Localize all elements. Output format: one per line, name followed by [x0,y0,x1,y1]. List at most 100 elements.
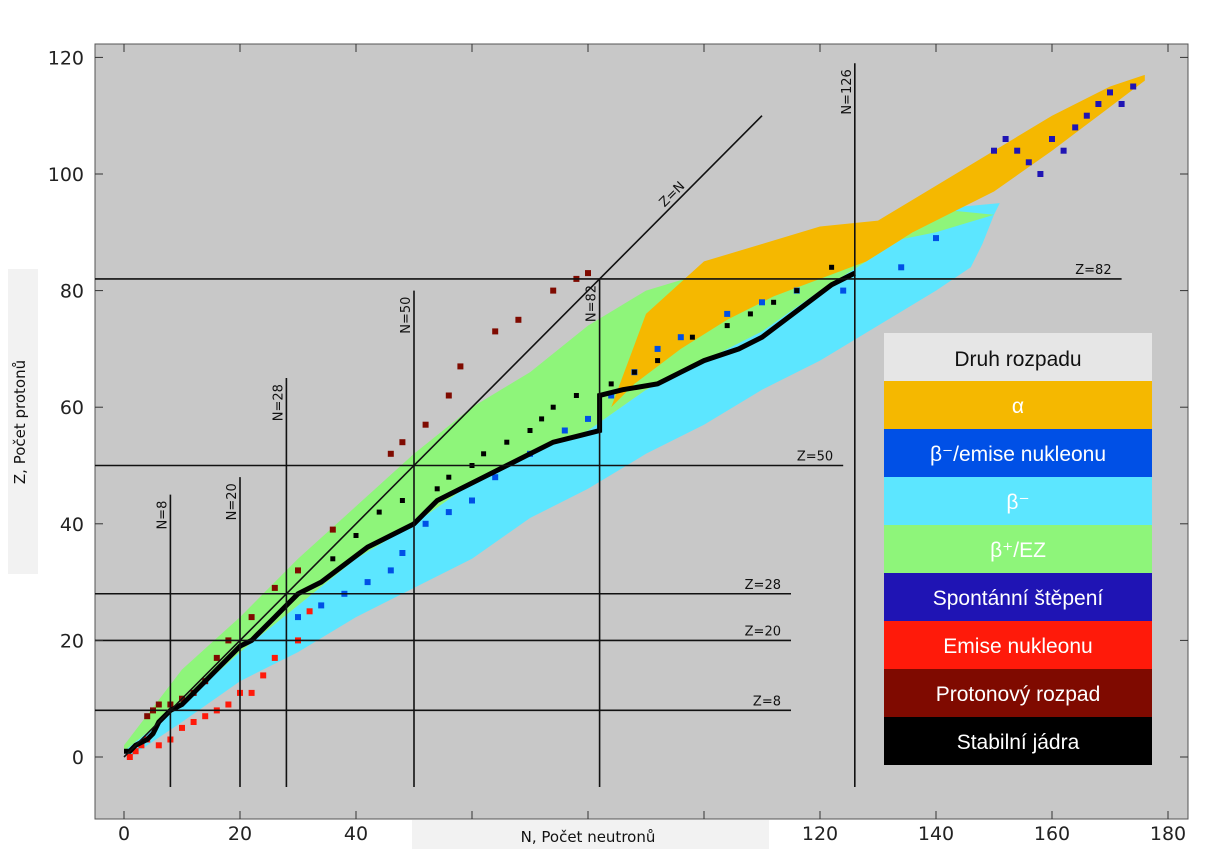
cell-beta-minus-nucleon [654,345,661,352]
x-tick-label: 140 [918,823,954,845]
legend-label: Spontánní štěpení [933,587,1104,610]
cell-beta-minus-nucleon [840,287,847,294]
cell-spontaneous-fission [991,147,997,154]
legend-swatch [884,477,1152,525]
x-title-bg [412,820,769,849]
cell-stable [330,556,336,562]
legend-label: β⁻/emise nukleonu [930,443,1106,466]
stable-nuclei-line [124,264,856,754]
cell-stable [829,264,835,270]
legend-swatch [884,429,1152,477]
legend-swatch [884,621,1152,669]
cell-proton-decay [295,567,301,574]
legend-label: Stabilní jádra [957,731,1080,754]
cell-proton-decay [492,328,499,335]
cell-spontaneous-fission [1130,83,1137,90]
cell-nucleon-emission [271,654,278,661]
cell-beta-minus-nucleon [724,310,731,317]
cell-proton-decay [248,614,255,621]
cell-spontaneous-fission [1072,124,1079,131]
cell-stable [655,358,661,364]
cell-beta-minus-nucleon [387,567,394,574]
legend-title-box [884,333,1152,381]
cell-proton-decay [271,584,278,591]
x-tick-label: 160 [1034,823,1070,845]
cell-proton-decay [457,363,464,370]
magic-label-vertical: N=20 [225,483,240,520]
y-axis-title: Z, Počet protonů [11,360,29,484]
x-axis-title: N, Počet neutronů [521,828,656,846]
legend-label: Emise nukleonu [943,635,1092,658]
cell-stable [446,474,452,480]
cell-beta-minus-nucleon [469,497,475,504]
cell-beta-minus-nucleon [364,579,371,586]
magic-label-vertical: N=50 [399,297,414,334]
cell-beta-minus-nucleon [677,334,684,341]
cell-proton-decay [515,316,522,323]
cell-nucleon-emission [248,689,255,696]
x-tick-label: 120 [802,823,838,845]
cell-beta-minus-nucleon [492,474,499,481]
legend-swatch [884,669,1152,717]
magic-label-horizontal: Z=8 [753,694,781,709]
cell-nucleon-emission [202,713,209,720]
y-title-bg [8,269,38,574]
magic-label-horizontal: Z=28 [745,578,781,593]
stable-line-path [124,270,856,754]
legend-label: β⁺/EZ [990,539,1046,562]
magic-label-vertical: N=126 [840,69,855,114]
cell-stable [504,439,510,445]
cell-beta-minus-nucleon [318,602,325,609]
cell-beta-minus-nucleon [585,415,591,422]
cell-stable [631,369,637,375]
diagonal-line [123,115,763,758]
cell-spontaneous-fission [1060,147,1067,154]
cell-beta-minus-nucleon [561,427,568,434]
cell-stable [771,299,777,305]
cell-proton-decay [399,439,406,446]
cell-beta-minus-nucleon [759,299,765,306]
magic-label-vertical: N=28 [271,384,286,421]
y-tick-label: 100 [48,164,84,186]
cell-nucleon-emission [138,742,145,749]
cell-stable [434,486,440,492]
cell-spontaneous-fission [1095,101,1102,107]
cell-stable [550,404,556,410]
cell-nucleon-emission [179,724,185,731]
magic-number-lines: N=8 N=20 N=28 N=50 N=82 N=126 Z=8 Z=20 Z=28 Z=50 Z… [95,63,1122,787]
axis-ticks: 020406080100120140160180020406080100120 [48,44,1188,845]
cell-proton-decay [585,270,591,277]
legend-swatch [884,573,1152,621]
legend-label: β⁻ [1006,491,1029,514]
cell-nucleon-emission [260,672,267,679]
cell-stable [481,451,487,457]
cell-spontaneous-fission [1025,159,1032,166]
cell-spontaneous-fission [1002,136,1009,142]
legend-swatch [884,717,1152,765]
cell-nucleon-emission [132,748,139,755]
cell-proton-decay [550,287,557,294]
cell-proton-decay [213,654,220,661]
cell-stable [608,381,614,387]
magic-label-horizontal: Z=82 [1075,263,1111,278]
cell-stable [747,311,753,317]
x-tick-label: 0 [118,823,130,845]
magic-label-vertical: N=8 [155,501,170,530]
magic-label-vertical: N=82 [585,285,600,322]
legend-swatch [884,525,1152,573]
band-beta-minus [124,203,1000,758]
cell-nucleon-emission [225,701,232,708]
cell-nucleon-emission [155,742,162,749]
legend-label: Protonový rozpad [936,683,1101,706]
cell-nucleon-emission [190,719,197,725]
cell-stable [353,533,359,538]
cell-beta-minus-nucleon [933,235,939,242]
magic-label-horizontal: Z=20 [745,624,781,639]
legend-swatch [884,381,1152,429]
cell-beta-minus-nucleon [399,550,406,556]
magic-label-horizontal: Z=50 [797,450,833,465]
cell-stable [539,416,545,422]
cell-proton-decay [387,450,394,457]
cell-proton-decay [329,526,336,533]
